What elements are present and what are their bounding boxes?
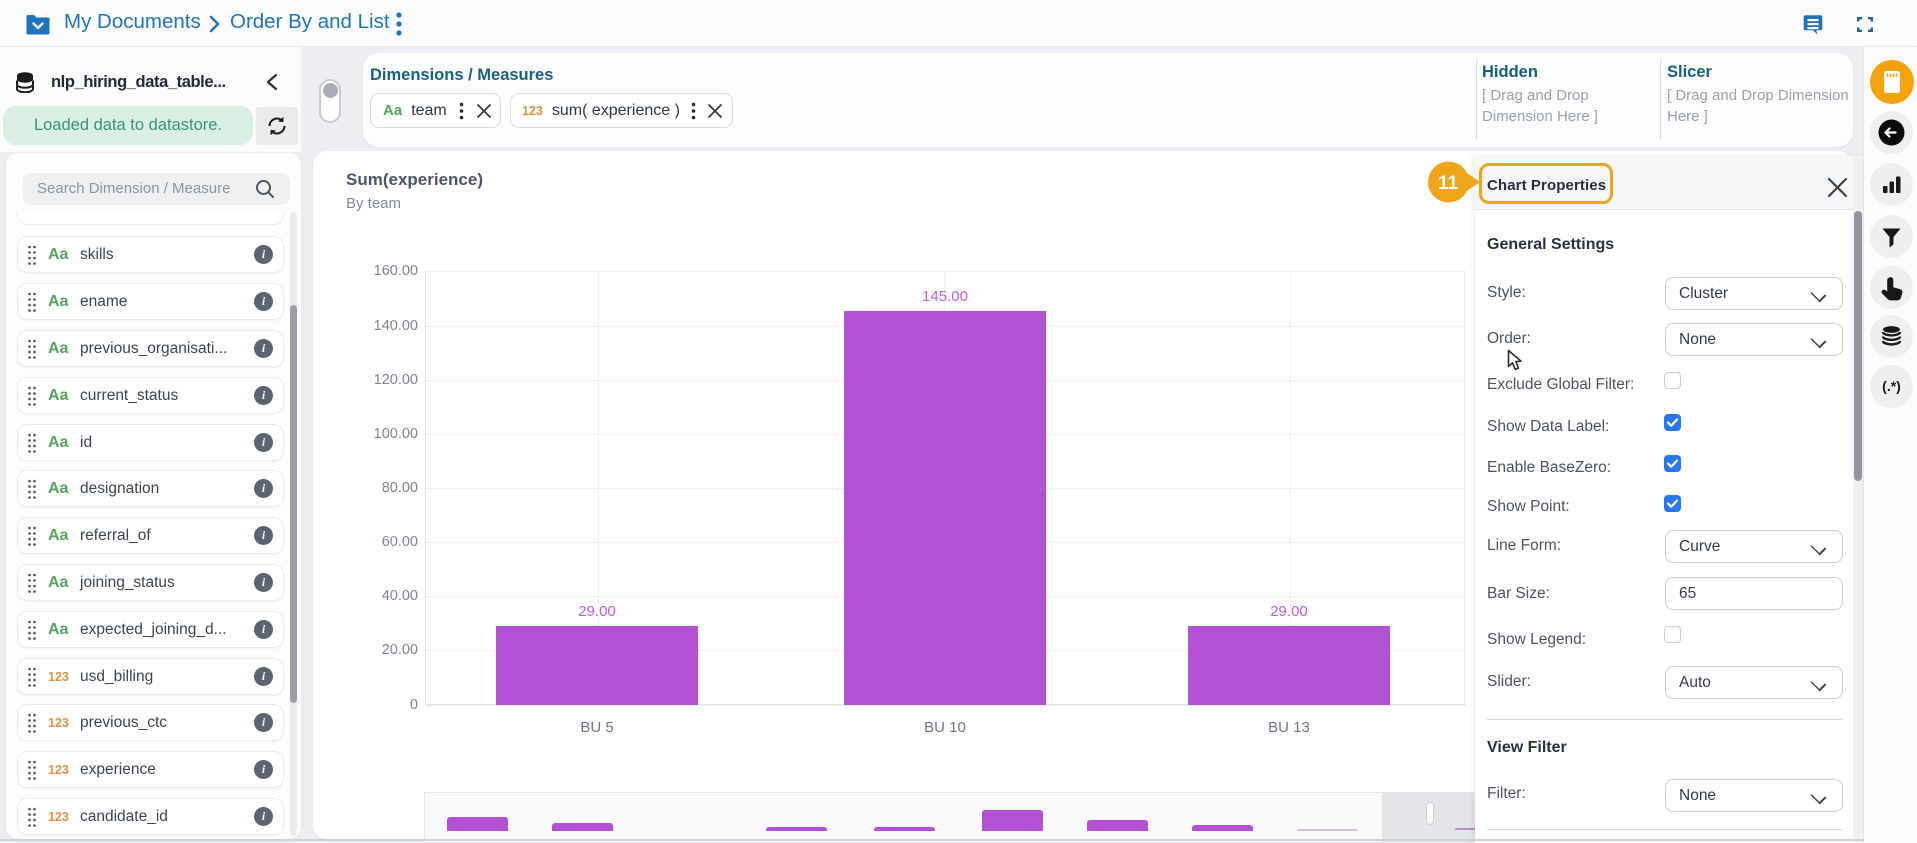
svg-text:11: 11: [1438, 173, 1459, 194]
